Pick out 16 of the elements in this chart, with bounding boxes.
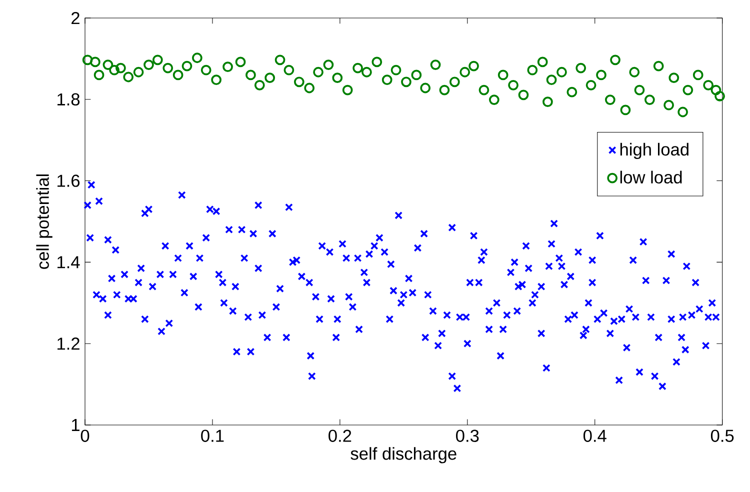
y-tick-label: 1 <box>72 419 80 431</box>
x-tick-label: 0.5 <box>710 430 734 442</box>
x-tick-label: 0 <box>80 430 90 442</box>
y-tick-label: 1.6 <box>58 174 80 187</box>
legend-label: low load <box>620 170 682 184</box>
x-tick-label: 0.4 <box>583 430 606 442</box>
y-tick-label: 1.4 <box>58 256 80 268</box>
x-tick-label: 0.1 <box>201 430 224 442</box>
legend-label: high load <box>620 142 688 160</box>
x-tick-label: 0.3 <box>456 430 479 442</box>
x-axis-title: self discharge <box>350 447 456 464</box>
y-tick-label: 1.2 <box>58 338 80 350</box>
y-axis-title: cell potential <box>36 174 52 269</box>
x-tick-label: 0.2 <box>328 430 352 442</box>
y-tick-label: 2 <box>72 12 80 24</box>
y-tick-label: 1.8 <box>58 93 80 106</box>
